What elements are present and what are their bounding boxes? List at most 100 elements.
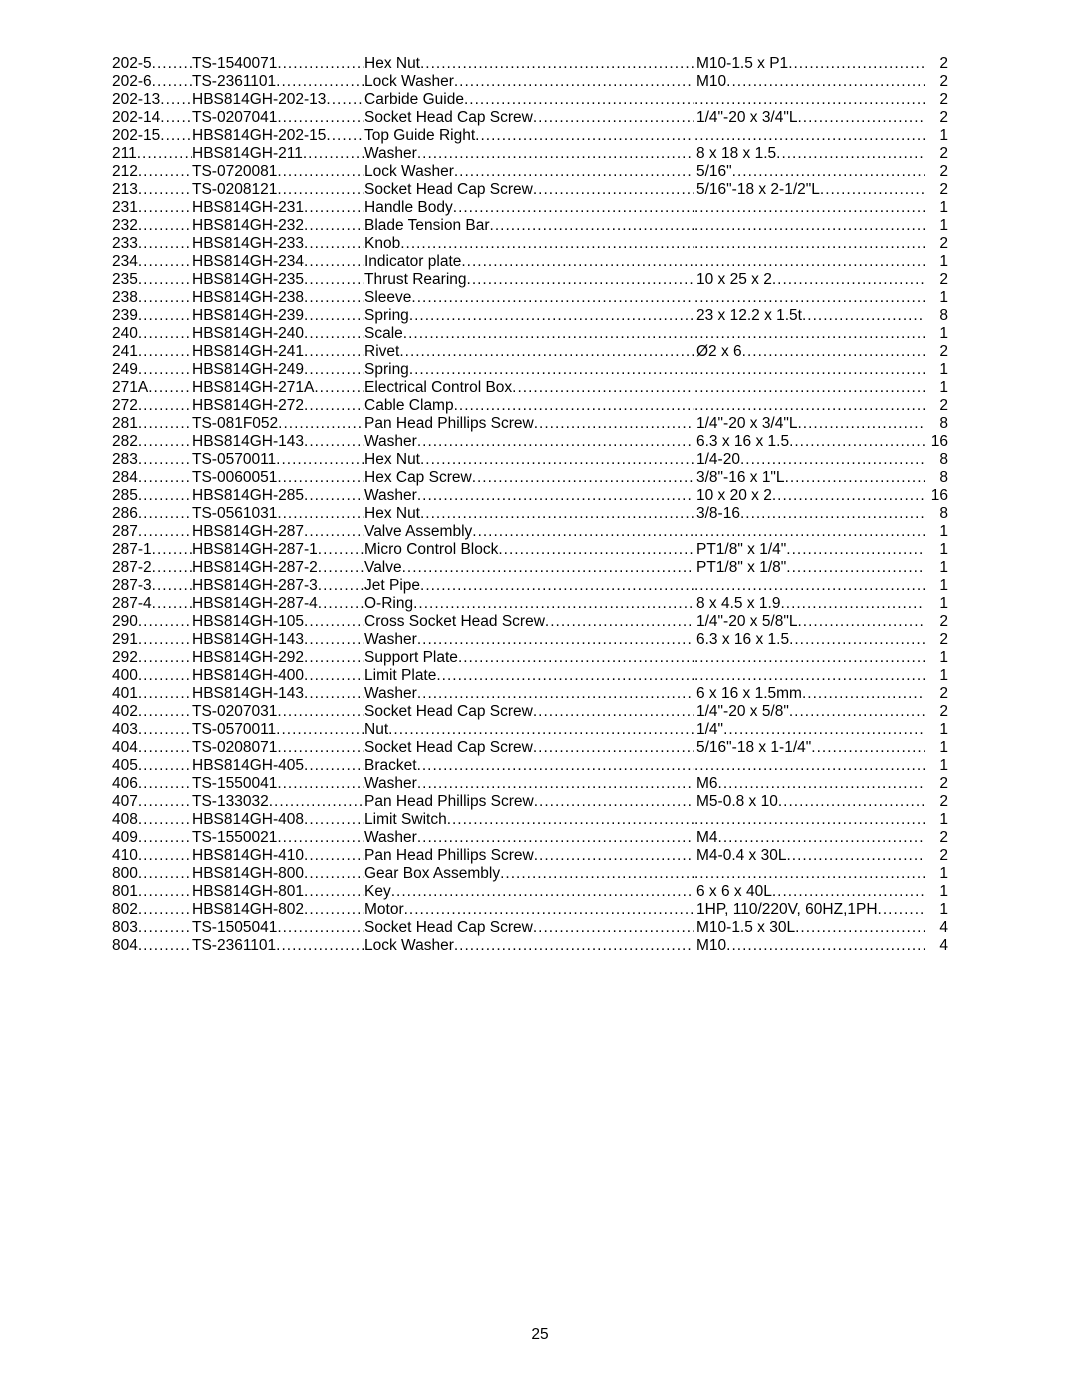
leader-dots: [138, 793, 192, 811]
cell-qty: 1: [925, 253, 948, 271]
cell-index-text: 410: [112, 847, 138, 865]
cell-size: 1/4"-20 x 3/4"L: [694, 415, 925, 433]
cell-qty: 1: [925, 541, 948, 559]
leader-dots: [420, 55, 694, 73]
leader-dots: [694, 325, 925, 343]
cell-part: HBS814GH-238: [192, 289, 364, 307]
cell-qty-text: 1: [939, 199, 948, 217]
cell-index: 235: [112, 271, 192, 289]
leader-dots: [420, 505, 694, 523]
table-row: 234HBS814GH-234Indicator plate 1: [112, 253, 968, 271]
leader-dots: [458, 649, 694, 667]
cell-part: HBS814GH-202-15: [192, 127, 364, 145]
cell-desc: Socket Head Cap Screw: [364, 181, 694, 199]
cell-index: 282: [112, 433, 192, 451]
cell-qty: 2: [925, 91, 948, 109]
cell-part: HBS814GH-231: [192, 199, 364, 217]
cell-desc-text: Scale: [364, 325, 403, 343]
leader-dots: [160, 127, 192, 145]
cell-desc-text: Key: [364, 883, 391, 901]
cell-desc: Handle Body: [364, 199, 694, 217]
cell-size: 5/16": [694, 163, 925, 181]
cell-part: TS-0208121: [192, 181, 364, 199]
cell-part: TS-2361101: [192, 73, 364, 91]
cell-desc: O-Ring: [364, 595, 694, 613]
cell-qty: 16: [925, 487, 948, 505]
cell-index-text: 290: [112, 613, 138, 631]
cell-size: M5-0.8 x 10: [694, 793, 925, 811]
cell-qty: 8: [925, 469, 948, 487]
leader-dots: [694, 217, 925, 235]
cell-index: 233: [112, 235, 192, 253]
cell-part-text: TS-0207031: [192, 703, 277, 721]
leader-dots: [277, 505, 364, 523]
leader-dots: [694, 253, 925, 271]
cell-desc: Scale: [364, 325, 694, 343]
cell-part: HBS814GH-143: [192, 631, 364, 649]
cell-qty-text: 1: [939, 253, 948, 271]
cell-size: [694, 253, 925, 271]
cell-desc: Lock Washer: [364, 73, 694, 91]
leader-dots: [545, 613, 694, 631]
cell-desc: Spring: [364, 307, 694, 325]
cell-qty: 2: [925, 145, 948, 163]
table-row: 271AHBS814GH-271AElectrical Control Box …: [112, 379, 968, 397]
leader-dots: [326, 91, 364, 109]
table-row: 231HBS814GH-231Handle Body 1: [112, 199, 968, 217]
leader-dots: [453, 199, 694, 217]
cell-desc-text: Spring: [364, 307, 409, 325]
cell-desc-text: Hex Nut: [364, 505, 420, 523]
cell-qty: 1: [925, 361, 948, 379]
cell-size-text: 3/8-16: [696, 505, 740, 523]
cell-size: 23 x 12.2 x 1.5t: [694, 307, 925, 325]
leader-dots: [160, 91, 192, 109]
cell-index: 238: [112, 289, 192, 307]
leader-dots: [723, 721, 925, 739]
cell-index-text: 801: [112, 883, 138, 901]
cell-part-text: HBS814GH-272: [192, 397, 304, 415]
cell-qty-text: 2: [939, 631, 948, 649]
cell-size-text: 8 x 18 x 1.5: [696, 145, 776, 163]
leader-dots: [417, 775, 694, 793]
cell-desc: Thrust Rearing: [364, 271, 694, 289]
cell-part-text: TS-1550041: [192, 775, 277, 793]
leader-dots: [269, 793, 364, 811]
leader-dots: [138, 307, 192, 325]
cell-qty: 2: [925, 793, 948, 811]
cell-size: [694, 649, 925, 667]
leader-dots: [304, 523, 364, 541]
leader-dots: [786, 559, 925, 577]
cell-part: TS-1550021: [192, 829, 364, 847]
cell-part-text: TS-0208121: [192, 181, 277, 199]
cell-qty: 2: [925, 343, 948, 361]
cell-index-text: 233: [112, 235, 138, 253]
leader-dots: [304, 649, 364, 667]
cell-size-text: Ø2 x 6: [696, 343, 742, 361]
leader-dots: [138, 721, 192, 739]
cell-desc-text: Washer: [364, 829, 417, 847]
cell-qty-text: 8: [939, 451, 948, 469]
cell-size: 6.3 x 16 x 1.5: [694, 631, 925, 649]
leader-dots: [464, 91, 694, 109]
cell-index-text: 283: [112, 451, 138, 469]
cell-qty-text: 2: [939, 271, 948, 289]
cell-index-text: 285: [112, 487, 138, 505]
leader-dots: [277, 919, 364, 937]
leader-dots: [400, 235, 694, 253]
table-row: 272HBS814GH-272Cable Clamp 2: [112, 397, 968, 415]
cell-qty: 1: [925, 217, 948, 235]
cell-index: 292: [112, 649, 192, 667]
leader-dots: [277, 469, 364, 487]
cell-index-text: 804: [112, 937, 138, 955]
table-row: 287-2HBS814GH-287-2Valve PT1/8" x 1/8"1: [112, 559, 968, 577]
cell-part-text: HBS814GH-408: [192, 811, 304, 829]
table-row: 802HBS814GH-802Motor 1HP, 110/220V, 60HZ…: [112, 901, 968, 919]
cell-desc: Limit Switch: [364, 811, 694, 829]
cell-index-text: 803: [112, 919, 138, 937]
cell-desc: Support Plate: [364, 649, 694, 667]
cell-part: TS-0207041: [192, 109, 364, 127]
cell-desc-text: Top Guide Right: [364, 127, 475, 145]
leader-dots: [152, 559, 192, 577]
table-row: 403TS-0570011Nut 1/4"1: [112, 721, 968, 739]
cell-qty-text: 1: [939, 649, 948, 667]
